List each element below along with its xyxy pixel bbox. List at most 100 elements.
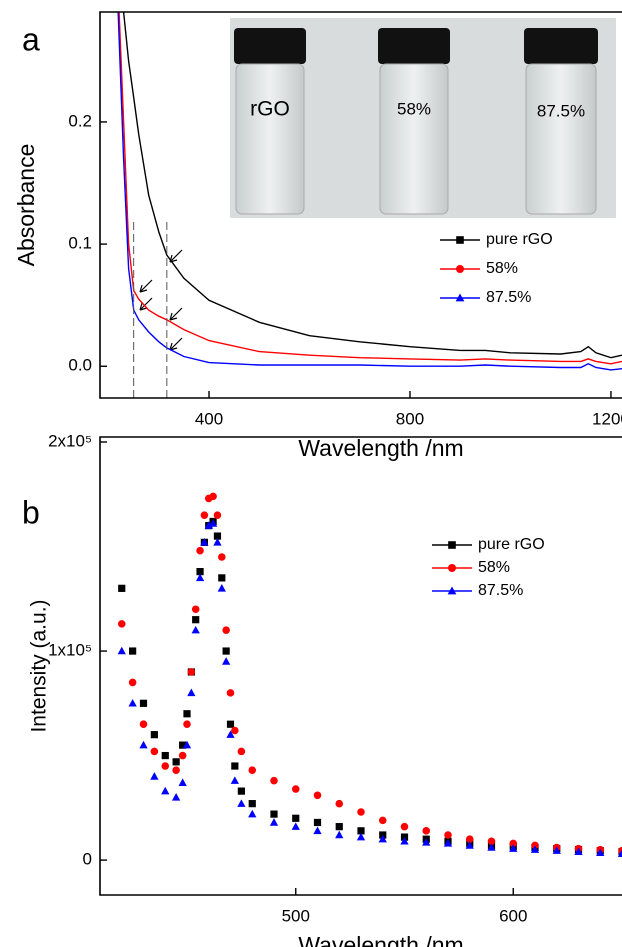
marker [270,810,278,818]
y-tick-label: 0.1 [68,234,92,253]
marker [465,835,474,843]
marker [213,532,222,540]
marker [378,834,387,843]
marker [200,538,209,546]
marker [213,511,222,519]
marker [183,710,191,718]
legend-label: pure rGO [486,231,553,248]
marker [357,808,365,816]
marker [161,751,169,760]
marker [574,847,583,855]
marker [356,832,366,841]
marker [128,678,137,687]
marker [487,843,496,851]
marker [183,720,191,728]
series-line [118,12,622,365]
marker [179,741,187,749]
marker [161,786,170,795]
marker [139,740,148,749]
marker [222,647,230,655]
marker [237,747,246,756]
marker [187,668,196,676]
inset-label: 58% [397,99,431,118]
inset-label: rGO [250,98,290,121]
marker [226,720,235,728]
marker [226,689,235,697]
marker [444,831,452,839]
marker [291,785,300,793]
vial [234,28,306,215]
marker [269,818,279,826]
series-line [122,12,622,359]
marker [237,787,245,795]
vial [524,28,598,215]
y-tick-label: 0.0 [68,356,92,375]
axes-frame [99,436,622,896]
marker [187,688,196,697]
marker [117,646,126,655]
legend-marker [448,564,456,572]
vial [378,28,450,215]
marker [192,616,200,624]
marker [509,839,518,848]
y-tick-label: 1x10⁵ [48,641,92,660]
series-line [117,12,622,371]
marker [487,837,496,846]
y-tick-label: 2x10⁵ [48,432,92,451]
marker [443,839,453,847]
inset-photo [230,18,616,218]
marker [217,584,226,592]
axes-frame [99,11,622,399]
marker [509,844,518,852]
marker [196,568,204,576]
marker [172,766,180,774]
arrows [139,249,183,351]
marker [400,822,409,831]
marker [191,605,200,614]
marker [218,574,226,582]
marker [182,740,192,749]
x-tick-label: 500 [282,906,310,925]
marker [313,826,322,835]
marker [335,823,343,831]
legend-marker [456,236,464,244]
legend-label: 87.5% [486,289,531,306]
marker [378,816,387,825]
marker [222,657,231,665]
marker [150,747,159,756]
marker [150,772,159,780]
x-axis-title: Wavelength /nm [298,932,463,947]
marker [237,799,246,807]
x-tick-label: 600 [499,906,527,925]
marker [178,751,187,760]
marker [209,492,217,501]
legend-marker [448,541,456,549]
plot-area [117,12,622,371]
marker [530,845,540,853]
marker [129,647,137,655]
marker [200,511,209,519]
legend-marker [455,293,465,302]
marker [171,793,181,801]
marker [118,584,126,592]
marker [617,849,622,858]
marker [552,846,561,854]
marker [596,848,605,857]
marker [117,620,126,628]
marker [128,698,137,707]
y-axis-title: Intensity (a.u.) [28,599,51,732]
marker [191,625,200,634]
marker [230,776,239,784]
marker [231,762,239,770]
inset-label: 87.5% [537,101,585,120]
marker [270,776,278,785]
panel-label: a [22,21,40,57]
marker [465,841,474,849]
marker [213,538,222,546]
marker [218,553,226,561]
marker [422,838,431,846]
marker [196,546,204,555]
x-tick-label: 400 [195,409,223,428]
marker [248,809,257,818]
